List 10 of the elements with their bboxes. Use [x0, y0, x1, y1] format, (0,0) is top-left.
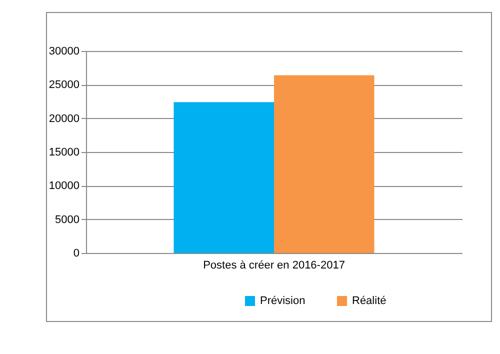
- y-tick-label: 5000: [55, 214, 80, 226]
- y-tick-label: 30000: [48, 46, 80, 58]
- legend-label: Réalité: [352, 295, 386, 307]
- y-tick-label: 10000: [48, 180, 80, 192]
- y-tick-label: 20000: [48, 112, 80, 125]
- y-tick-label: 15000: [48, 146, 80, 158]
- x-tick-label: Postes à créer en 2016-2017: [203, 260, 345, 272]
- y-tick-label: 25000: [48, 79, 80, 92]
- legend-label: Prévision: [260, 295, 306, 307]
- y-tick-label: 0: [73, 248, 80, 260]
